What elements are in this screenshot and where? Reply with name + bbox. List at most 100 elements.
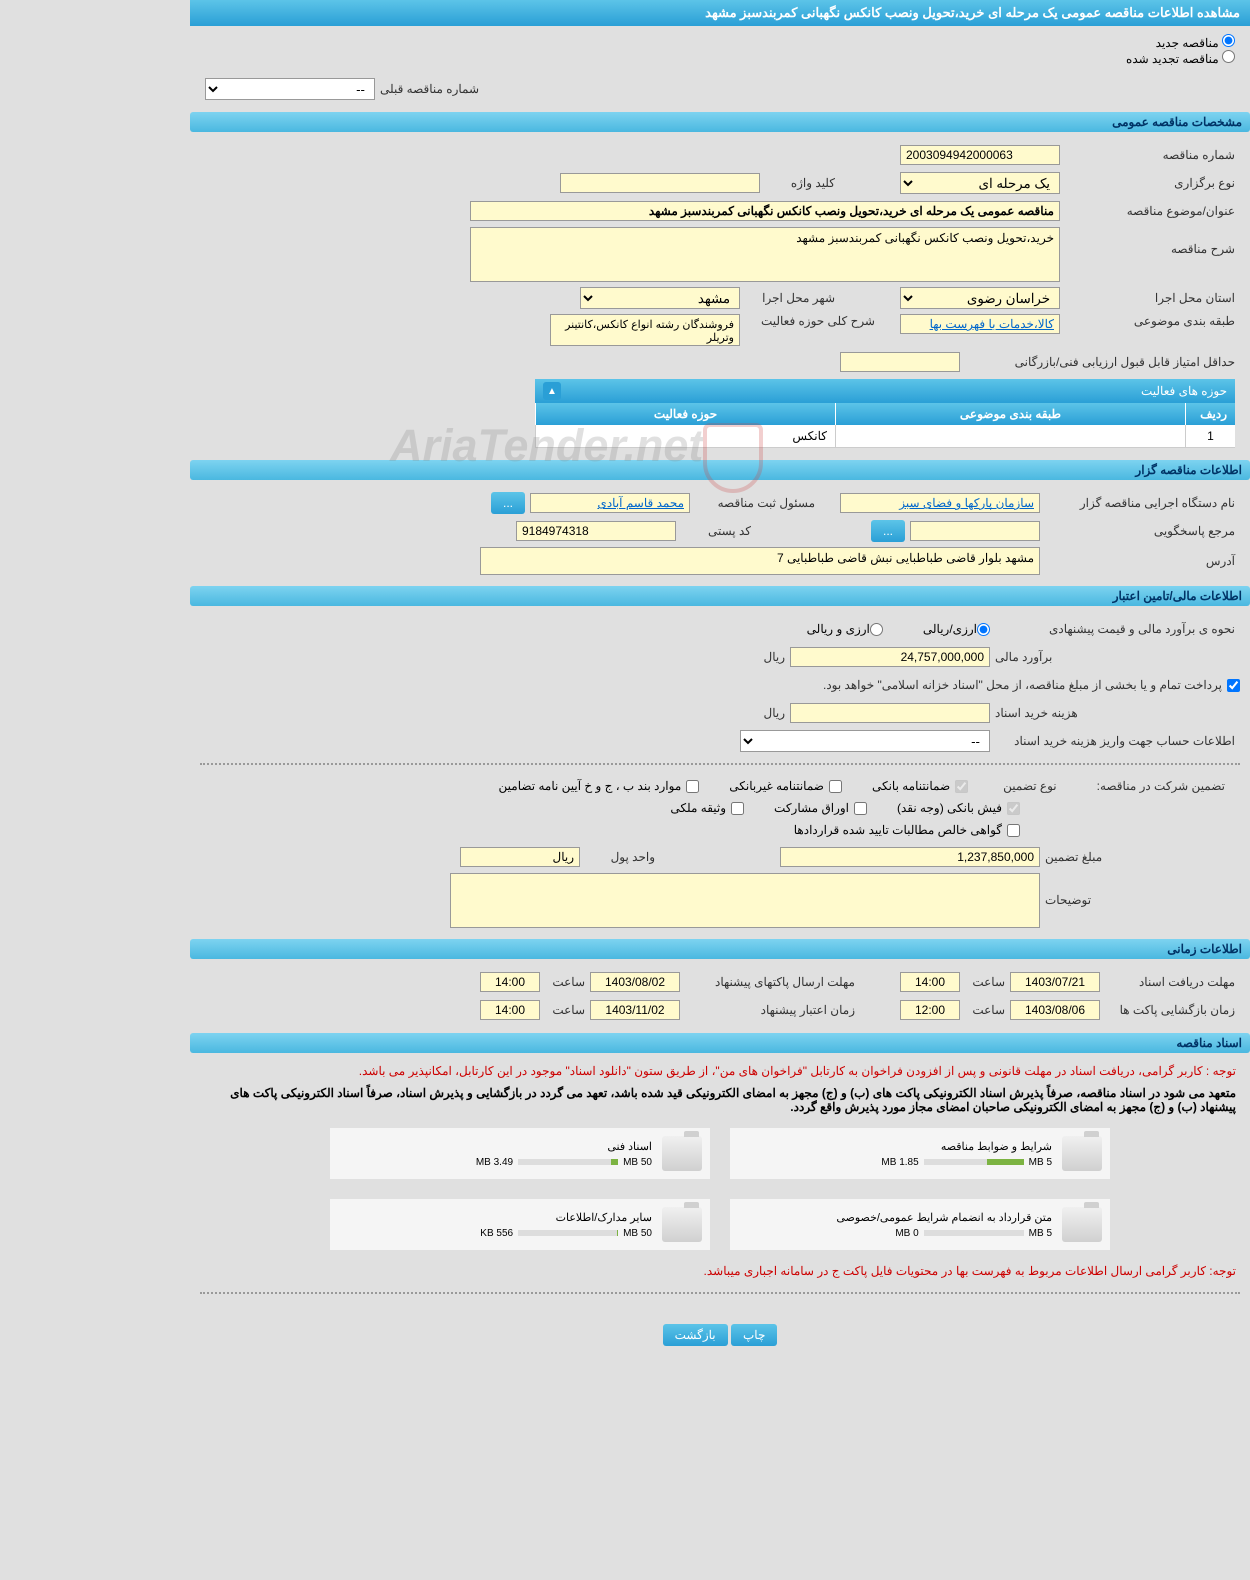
- account-label: اطلاعات حساب جهت واریز هزینه خرید اسناد: [990, 734, 1240, 748]
- doccost-field[interactable]: [790, 703, 990, 723]
- notes-field[interactable]: [450, 873, 1040, 928]
- cb-bonds[interactable]: [854, 802, 867, 815]
- treasury-checkbox[interactable]: [1227, 679, 1240, 692]
- keyword-label: کلید واژه: [760, 176, 840, 190]
- doc-item[interactable]: اسناد فنی 50 MB 3.49 MB: [330, 1128, 710, 1179]
- doc-item[interactable]: متن قرارداد به انضمام شرایط عمومی/خصوصی …: [730, 1199, 1110, 1250]
- validity-time: 14:00: [480, 1000, 540, 1020]
- type-select[interactable]: یک مرحله ای: [900, 172, 1060, 194]
- contact-more-button[interactable]: ...: [871, 520, 905, 542]
- unit-field: ریال: [460, 847, 580, 867]
- radio-renewed[interactable]: [1222, 50, 1235, 63]
- opening-time: 12:00: [900, 1000, 960, 1020]
- cb-property[interactable]: [731, 802, 744, 815]
- desc-label: شرح مناقصه: [1060, 227, 1240, 256]
- agency-field[interactable]: سازمان پارکها و فضای سبز: [840, 493, 1040, 513]
- print-button[interactable]: چاپ: [731, 1324, 777, 1346]
- collapse-icon[interactable]: ▲: [543, 382, 561, 400]
- packet-deadline-label: مهلت ارسال پاکتهای پیشنهاد: [680, 975, 860, 989]
- activity-table-title: حوزه های فعالیت: [1141, 384, 1227, 398]
- doc-title: سایر مدارک/اطلاعات: [338, 1211, 652, 1224]
- table-row: 1 کانکس: [535, 425, 1235, 448]
- section-general: مشخصات مناقصه عمومی: [190, 112, 1250, 132]
- contact-field[interactable]: [910, 521, 1040, 541]
- responsible-label: مسئول ثبت مناقصه: [690, 496, 820, 510]
- radio-both-label: ارزی و ریالی: [807, 622, 870, 636]
- type-label: نوع برگزاری: [1060, 176, 1240, 190]
- guarantee-label: تضمین شرکت در مناقصه:: [1092, 779, 1230, 793]
- estimate-label: برآورد مالی: [990, 650, 1240, 664]
- radio-renewed-label: مناقصه تجدید شده: [1126, 52, 1219, 66]
- radio-new-label: مناقصه جدید: [1156, 36, 1219, 50]
- docs-note3: توجه: کاربر گرامی ارسال اطلاعات مربوط به…: [200, 1260, 1240, 1282]
- cb-nonbank[interactable]: [829, 780, 842, 793]
- doc-item[interactable]: سایر مدارک/اطلاعات 50 MB 556 KB: [330, 1199, 710, 1250]
- activity-label: شرح کلی حوزه فعالیت: [740, 314, 880, 328]
- minscore-field[interactable]: [840, 352, 960, 372]
- page-title: مشاهده اطلاعات مناقصه عمومی یک مرحله ای …: [190, 0, 1250, 26]
- category-field[interactable]: کالا،خدمات با فهرست بها: [900, 314, 1060, 334]
- agency-label: نام دستگاه اجرایی مناقصه گزار: [1040, 496, 1240, 510]
- category-label: طبقه بندی موضوعی: [1060, 314, 1240, 328]
- section-financial: اطلاعات مالی/تامین اعتبار: [190, 586, 1250, 606]
- radio-new[interactable]: [1222, 34, 1235, 47]
- radio-rial[interactable]: [977, 623, 990, 636]
- doc-title: شرایط و ضوابط مناقصه: [738, 1140, 1052, 1153]
- more-button[interactable]: ...: [491, 492, 525, 514]
- rial-label2: ریال: [758, 706, 790, 720]
- packet-deadline-date: 1403/08/02: [590, 972, 680, 992]
- time-label2: ساعت: [540, 975, 590, 989]
- title-label: عنوان/موضوع مناقصه: [1060, 204, 1240, 218]
- opening-date: 1403/08/06: [1010, 1000, 1100, 1020]
- section-organizer: اطلاعات مناقصه گزار: [190, 460, 1250, 480]
- account-select[interactable]: --: [740, 730, 990, 752]
- folder-icon: [1062, 1207, 1102, 1242]
- validity-label: زمان اعتبار پیشنهاد: [680, 1003, 860, 1017]
- cb-regulation[interactable]: [686, 780, 699, 793]
- section-time: اطلاعات زمانی: [190, 939, 1250, 959]
- unit-label: واحد پول: [580, 850, 660, 864]
- postal-field: 9184974318: [516, 521, 676, 541]
- address-label: آدرس: [1040, 554, 1240, 568]
- docs-note1: توجه : کاربر گرامی، دریافت اسناد در مهلت…: [200, 1060, 1240, 1082]
- radio-both[interactable]: [870, 623, 883, 636]
- folder-icon: [662, 1136, 702, 1171]
- cb-bank: [955, 780, 968, 793]
- desc-field: خرید،تحویل ونصب کانکس نگهبانی کمربندسبز …: [470, 227, 1060, 282]
- time-label1: ساعت: [960, 975, 1010, 989]
- title-field: مناقصه عمومی یک مرحله ای خرید،تحویل ونصب…: [470, 201, 1060, 221]
- doc-title: متن قرارداد به انضمام شرایط عمومی/خصوصی: [738, 1211, 1052, 1224]
- doc-deadline-label: مهلت دریافت اسناد: [1100, 975, 1240, 989]
- packet-deadline-time: 14:00: [480, 972, 540, 992]
- opening-label: زمان بازگشایی پاکت ها: [1100, 1003, 1240, 1017]
- address-field: مشهد بلوار قاضی طباطبایی نبش قاضی طباطبا…: [480, 547, 1040, 575]
- section-docs: اسناد مناقصه: [190, 1033, 1250, 1053]
- radio-rial-label: ارزی/ریالی: [923, 622, 977, 636]
- col-row: ردیف: [1185, 403, 1235, 425]
- doc-item[interactable]: شرایط و ضوابط مناقصه 5 MB 1.85 MB: [730, 1128, 1110, 1179]
- province-label: استان محل اجرا: [1060, 291, 1240, 305]
- treasury-note: پرداخت تمام و یا بخشی از مبلغ مناقصه، از…: [818, 678, 1227, 692]
- back-button[interactable]: بازگشت: [663, 1324, 728, 1346]
- province-select[interactable]: خراسان رضوی: [900, 287, 1060, 309]
- docs-note2: متعهد می شود در اسناد مناقصه، صرفاً پذیر…: [200, 1082, 1240, 1118]
- city-label: شهر محل اجرا: [740, 291, 840, 305]
- postal-label: کد پستی: [676, 524, 756, 538]
- number-field: 2003094942000063: [900, 145, 1060, 165]
- keyword-field[interactable]: [560, 173, 760, 193]
- time-label3: ساعت: [960, 1003, 1010, 1017]
- contact-label: مرجع پاسخگویی: [1040, 524, 1240, 538]
- minscore-label: حداقل امتیاز قابل قبول ارزیابی فنی/بازرگ…: [960, 355, 1240, 369]
- cb-certificate[interactable]: [1007, 824, 1020, 837]
- folder-icon: [1062, 1136, 1102, 1171]
- prev-number-select[interactable]: --: [205, 78, 375, 100]
- doc-title: اسناد فنی: [338, 1140, 652, 1153]
- prev-number-label: شماره مناقصه قبلی: [375, 82, 484, 96]
- amount-field: 1,237,850,000: [780, 847, 1040, 867]
- estimate-method-label: نحوه ی برآورد مالی و قیمت پیشنهادی: [990, 622, 1240, 636]
- city-select[interactable]: مشهد: [580, 287, 740, 309]
- estimate-field: 24,757,000,000: [790, 647, 990, 667]
- doccost-label: هزینه خرید اسناد: [990, 706, 1240, 720]
- responsible-field[interactable]: محمد قاسم آبادی: [530, 493, 690, 513]
- guarantee-type-label: نوع تضمین: [998, 779, 1061, 793]
